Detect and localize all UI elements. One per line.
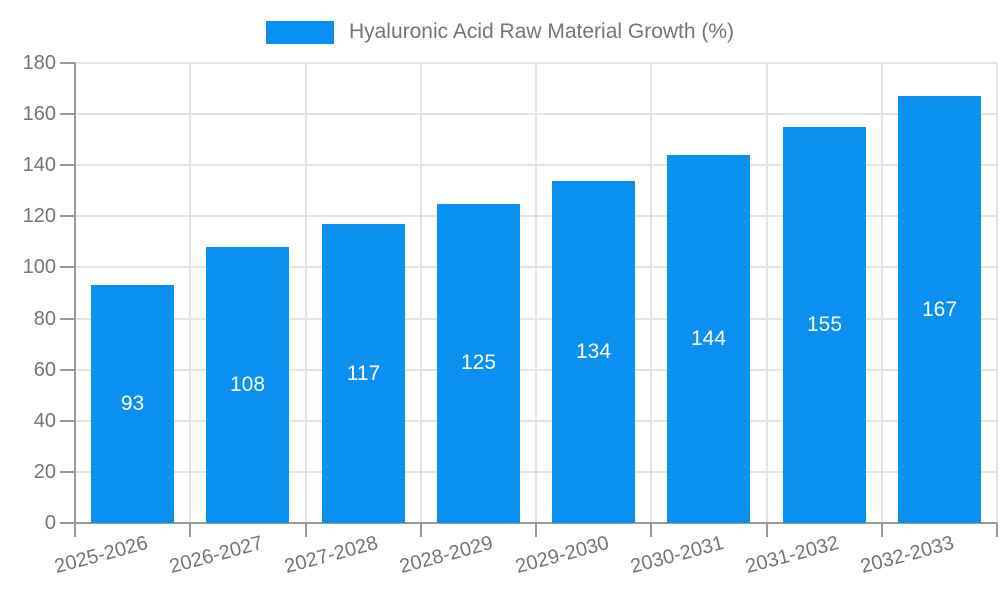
legend[interactable]: Hyaluronic Acid Raw Material Growth (%) xyxy=(0,18,1000,46)
x-gridline xyxy=(535,63,537,523)
y-axis-tick-label: 0 xyxy=(44,512,56,534)
bar-value-label: 125 xyxy=(460,351,497,374)
y-tick-mark xyxy=(60,369,75,371)
y-axis-tick-label: 140 xyxy=(22,154,56,176)
x-axis-tick-label: 2032-2033 xyxy=(858,532,957,579)
bar-value-label: 134 xyxy=(575,340,612,363)
x-axis-tick-label: 2025-2026 xyxy=(52,532,151,579)
x-axis-tick-label: 2026-2027 xyxy=(167,532,266,579)
legend-swatch xyxy=(265,20,334,44)
bar[interactable] xyxy=(206,247,289,523)
y-tick-mark xyxy=(60,420,75,422)
y-tick-mark xyxy=(60,164,75,166)
y-axis-tick-label: 120 xyxy=(22,205,56,227)
y-axis-tick-label: 180 xyxy=(22,52,56,74)
bar-value-label: 93 xyxy=(120,392,145,415)
y-axis-tick-label: 100 xyxy=(22,256,56,278)
y-tick-mark xyxy=(60,266,75,268)
x-axis-tick-label: 2029-2030 xyxy=(513,532,612,579)
bar[interactable] xyxy=(667,155,750,523)
bar[interactable] xyxy=(437,204,520,523)
x-gridline xyxy=(420,63,422,523)
bar[interactable] xyxy=(898,96,981,523)
bar[interactable] xyxy=(91,285,174,523)
bar-value-label: 108 xyxy=(229,373,266,396)
x-tick-mark xyxy=(650,523,652,537)
x-tick-mark xyxy=(189,523,191,537)
y-tick-mark xyxy=(60,62,75,64)
x-gridline xyxy=(305,63,307,523)
y-tick-mark xyxy=(60,318,75,320)
bar[interactable] xyxy=(783,127,866,523)
y-axis-tick-label: 60 xyxy=(33,359,56,381)
x-tick-mark xyxy=(535,523,537,537)
legend-label: Hyaluronic Acid Raw Material Growth (%) xyxy=(348,20,735,43)
x-tick-mark xyxy=(305,523,307,537)
x-axis-tick-label: 2031-2032 xyxy=(743,532,842,579)
bar-value-label: 167 xyxy=(921,298,958,321)
y-tick-mark xyxy=(60,215,75,217)
bar-value-label: 117 xyxy=(346,362,381,385)
y-axis-tick-label: 160 xyxy=(22,103,56,125)
x-tick-mark xyxy=(996,523,998,537)
bar-value-label: 155 xyxy=(806,313,843,336)
x-axis-line xyxy=(60,522,997,524)
y-axis-line xyxy=(74,63,76,537)
y-axis-tick-label: 80 xyxy=(33,308,56,330)
y-tick-mark xyxy=(60,113,75,115)
x-axis-tick-label: 2030-2031 xyxy=(628,532,727,579)
x-axis-tick-label: 2028-2029 xyxy=(397,532,496,579)
y-axis-tick-label: 20 xyxy=(33,461,56,483)
bar[interactable] xyxy=(322,224,405,523)
x-tick-mark xyxy=(881,523,883,537)
x-axis-tick-label: 2027-2028 xyxy=(282,532,381,579)
x-gridline xyxy=(189,63,191,523)
x-tick-mark xyxy=(420,523,422,537)
x-gridline xyxy=(881,63,883,523)
x-gridline xyxy=(996,63,998,523)
bar[interactable] xyxy=(552,181,635,523)
bar-value-label: 144 xyxy=(690,327,727,350)
x-gridline xyxy=(650,63,652,523)
y-tick-mark xyxy=(60,471,75,473)
y-axis-tick-label: 40 xyxy=(33,410,56,432)
x-tick-mark xyxy=(766,523,768,537)
x-gridline xyxy=(766,63,768,523)
